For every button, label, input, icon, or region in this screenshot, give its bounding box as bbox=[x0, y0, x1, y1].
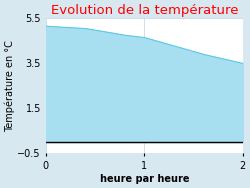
Y-axis label: Température en °C: Température en °C bbox=[4, 40, 15, 132]
Title: Evolution de la température: Evolution de la température bbox=[50, 4, 238, 17]
X-axis label: heure par heure: heure par heure bbox=[100, 174, 189, 184]
